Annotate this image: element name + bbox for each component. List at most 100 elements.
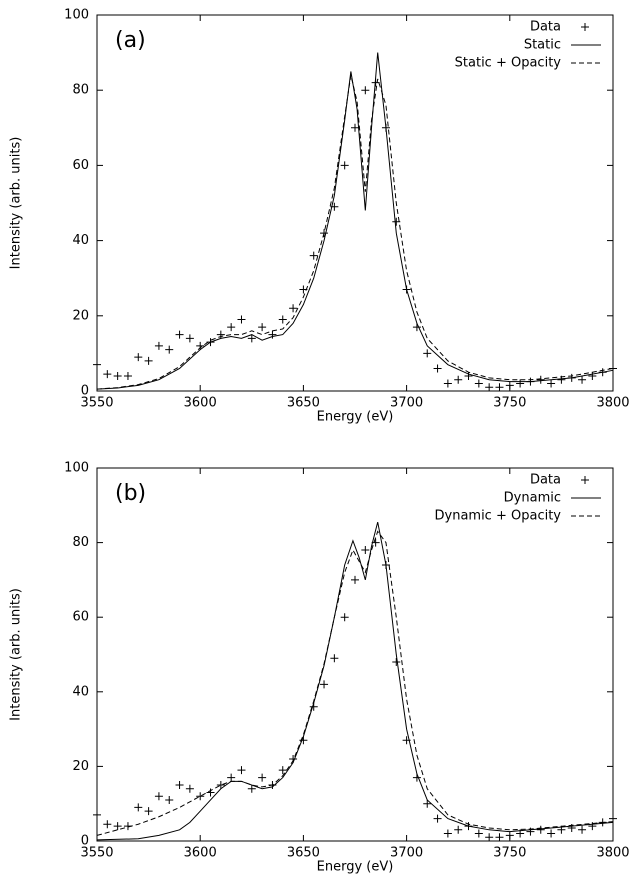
data-point	[93, 810, 101, 819]
data-point	[505, 831, 514, 840]
x-tick-label: 3650	[287, 396, 320, 411]
legend-label: Data	[530, 473, 561, 488]
series-line	[96, 530, 614, 836]
data-point	[495, 833, 504, 842]
y-tick-label: 0	[81, 834, 89, 849]
data-point	[485, 833, 494, 842]
y-tick-label: 40	[72, 684, 89, 699]
y-tick-label: 0	[81, 384, 89, 399]
data-point	[485, 383, 494, 392]
x-tick-label: 3600	[184, 396, 217, 411]
panel-label: (b)	[115, 481, 146, 506]
data-point	[433, 814, 442, 823]
data-point	[433, 364, 442, 373]
y-tick-label: 100	[64, 461, 89, 476]
data-point	[185, 334, 194, 343]
y-tick-label: 60	[72, 158, 89, 173]
data-point	[196, 792, 205, 801]
data-point	[258, 773, 267, 782]
data-point	[578, 825, 587, 834]
data-point	[144, 356, 153, 365]
data-point	[278, 315, 287, 324]
series-line	[96, 521, 614, 841]
legend-marker	[581, 476, 589, 484]
data-point	[578, 375, 587, 384]
legend-label: Dynamic	[504, 491, 561, 506]
data-point	[309, 251, 318, 260]
data-point	[206, 788, 215, 797]
y-axis-label: Intensity (arb. units)	[9, 588, 24, 721]
data-point	[443, 829, 452, 838]
legend-label: Static + Opacity	[455, 56, 562, 71]
y-tick-label: 20	[72, 308, 89, 323]
plot-frame	[96, 467, 614, 842]
data-point	[361, 86, 370, 95]
x-tick-label: 3800	[596, 846, 629, 861]
data-point	[165, 345, 174, 354]
data-point	[196, 341, 205, 350]
data-point	[216, 330, 225, 339]
data-point	[237, 315, 246, 324]
x-tick-label: 3750	[493, 846, 526, 861]
data-point	[536, 375, 545, 384]
data-point	[113, 371, 122, 380]
data-point	[516, 379, 525, 388]
data-point	[351, 575, 359, 584]
data-point	[185, 784, 194, 793]
data-point	[588, 822, 597, 831]
data-point	[247, 784, 256, 793]
legend-marker	[581, 23, 589, 31]
data-point	[454, 375, 463, 384]
data-point	[268, 330, 277, 339]
data-point	[454, 825, 463, 834]
x-tick-label: 3700	[390, 846, 423, 861]
data-point	[609, 814, 617, 823]
data-point	[154, 792, 163, 801]
data-point	[113, 822, 122, 831]
data-point	[103, 370, 112, 379]
data-point	[154, 341, 163, 350]
data-point	[320, 680, 329, 689]
data-point	[588, 371, 597, 380]
y-tick-label: 40	[72, 233, 89, 248]
data-point	[216, 781, 225, 790]
y-axis-label: Intensity (arb. units)	[9, 137, 24, 270]
data-point	[423, 349, 432, 358]
data-point	[392, 657, 401, 666]
data-point	[123, 371, 132, 380]
x-tick-label: 3750	[493, 396, 526, 411]
data-point	[93, 360, 101, 369]
x-tick-label: 3800	[596, 396, 629, 411]
data-point	[289, 304, 298, 313]
data-point	[474, 379, 483, 388]
data-point	[505, 381, 514, 390]
data-point	[330, 654, 339, 663]
data-point	[547, 379, 556, 388]
x-axis-label: Energy (eV)	[317, 860, 394, 875]
panel-label: (a)	[115, 28, 146, 53]
data-point	[237, 766, 246, 775]
plot-frame	[96, 14, 614, 392]
data-point	[175, 781, 184, 790]
data-point	[165, 795, 174, 804]
y-tick-label: 60	[72, 610, 89, 625]
data-point	[247, 334, 256, 343]
data-point	[258, 323, 267, 332]
data-point	[351, 123, 359, 132]
data-point	[474, 829, 483, 838]
data-point	[134, 803, 143, 812]
y-tick-label: 20	[72, 759, 89, 774]
y-tick-label: 100	[64, 8, 89, 23]
x-tick-label: 3650	[287, 846, 320, 861]
data-point	[423, 799, 432, 808]
x-tick-label: 3550	[80, 396, 113, 411]
series-line	[96, 52, 614, 390]
series-line	[96, 75, 614, 390]
data-point	[340, 613, 349, 622]
data-point	[464, 371, 473, 380]
data-point	[547, 829, 556, 838]
y-tick-label: 80	[72, 535, 89, 550]
data-point	[103, 820, 112, 829]
data-point	[227, 323, 236, 332]
